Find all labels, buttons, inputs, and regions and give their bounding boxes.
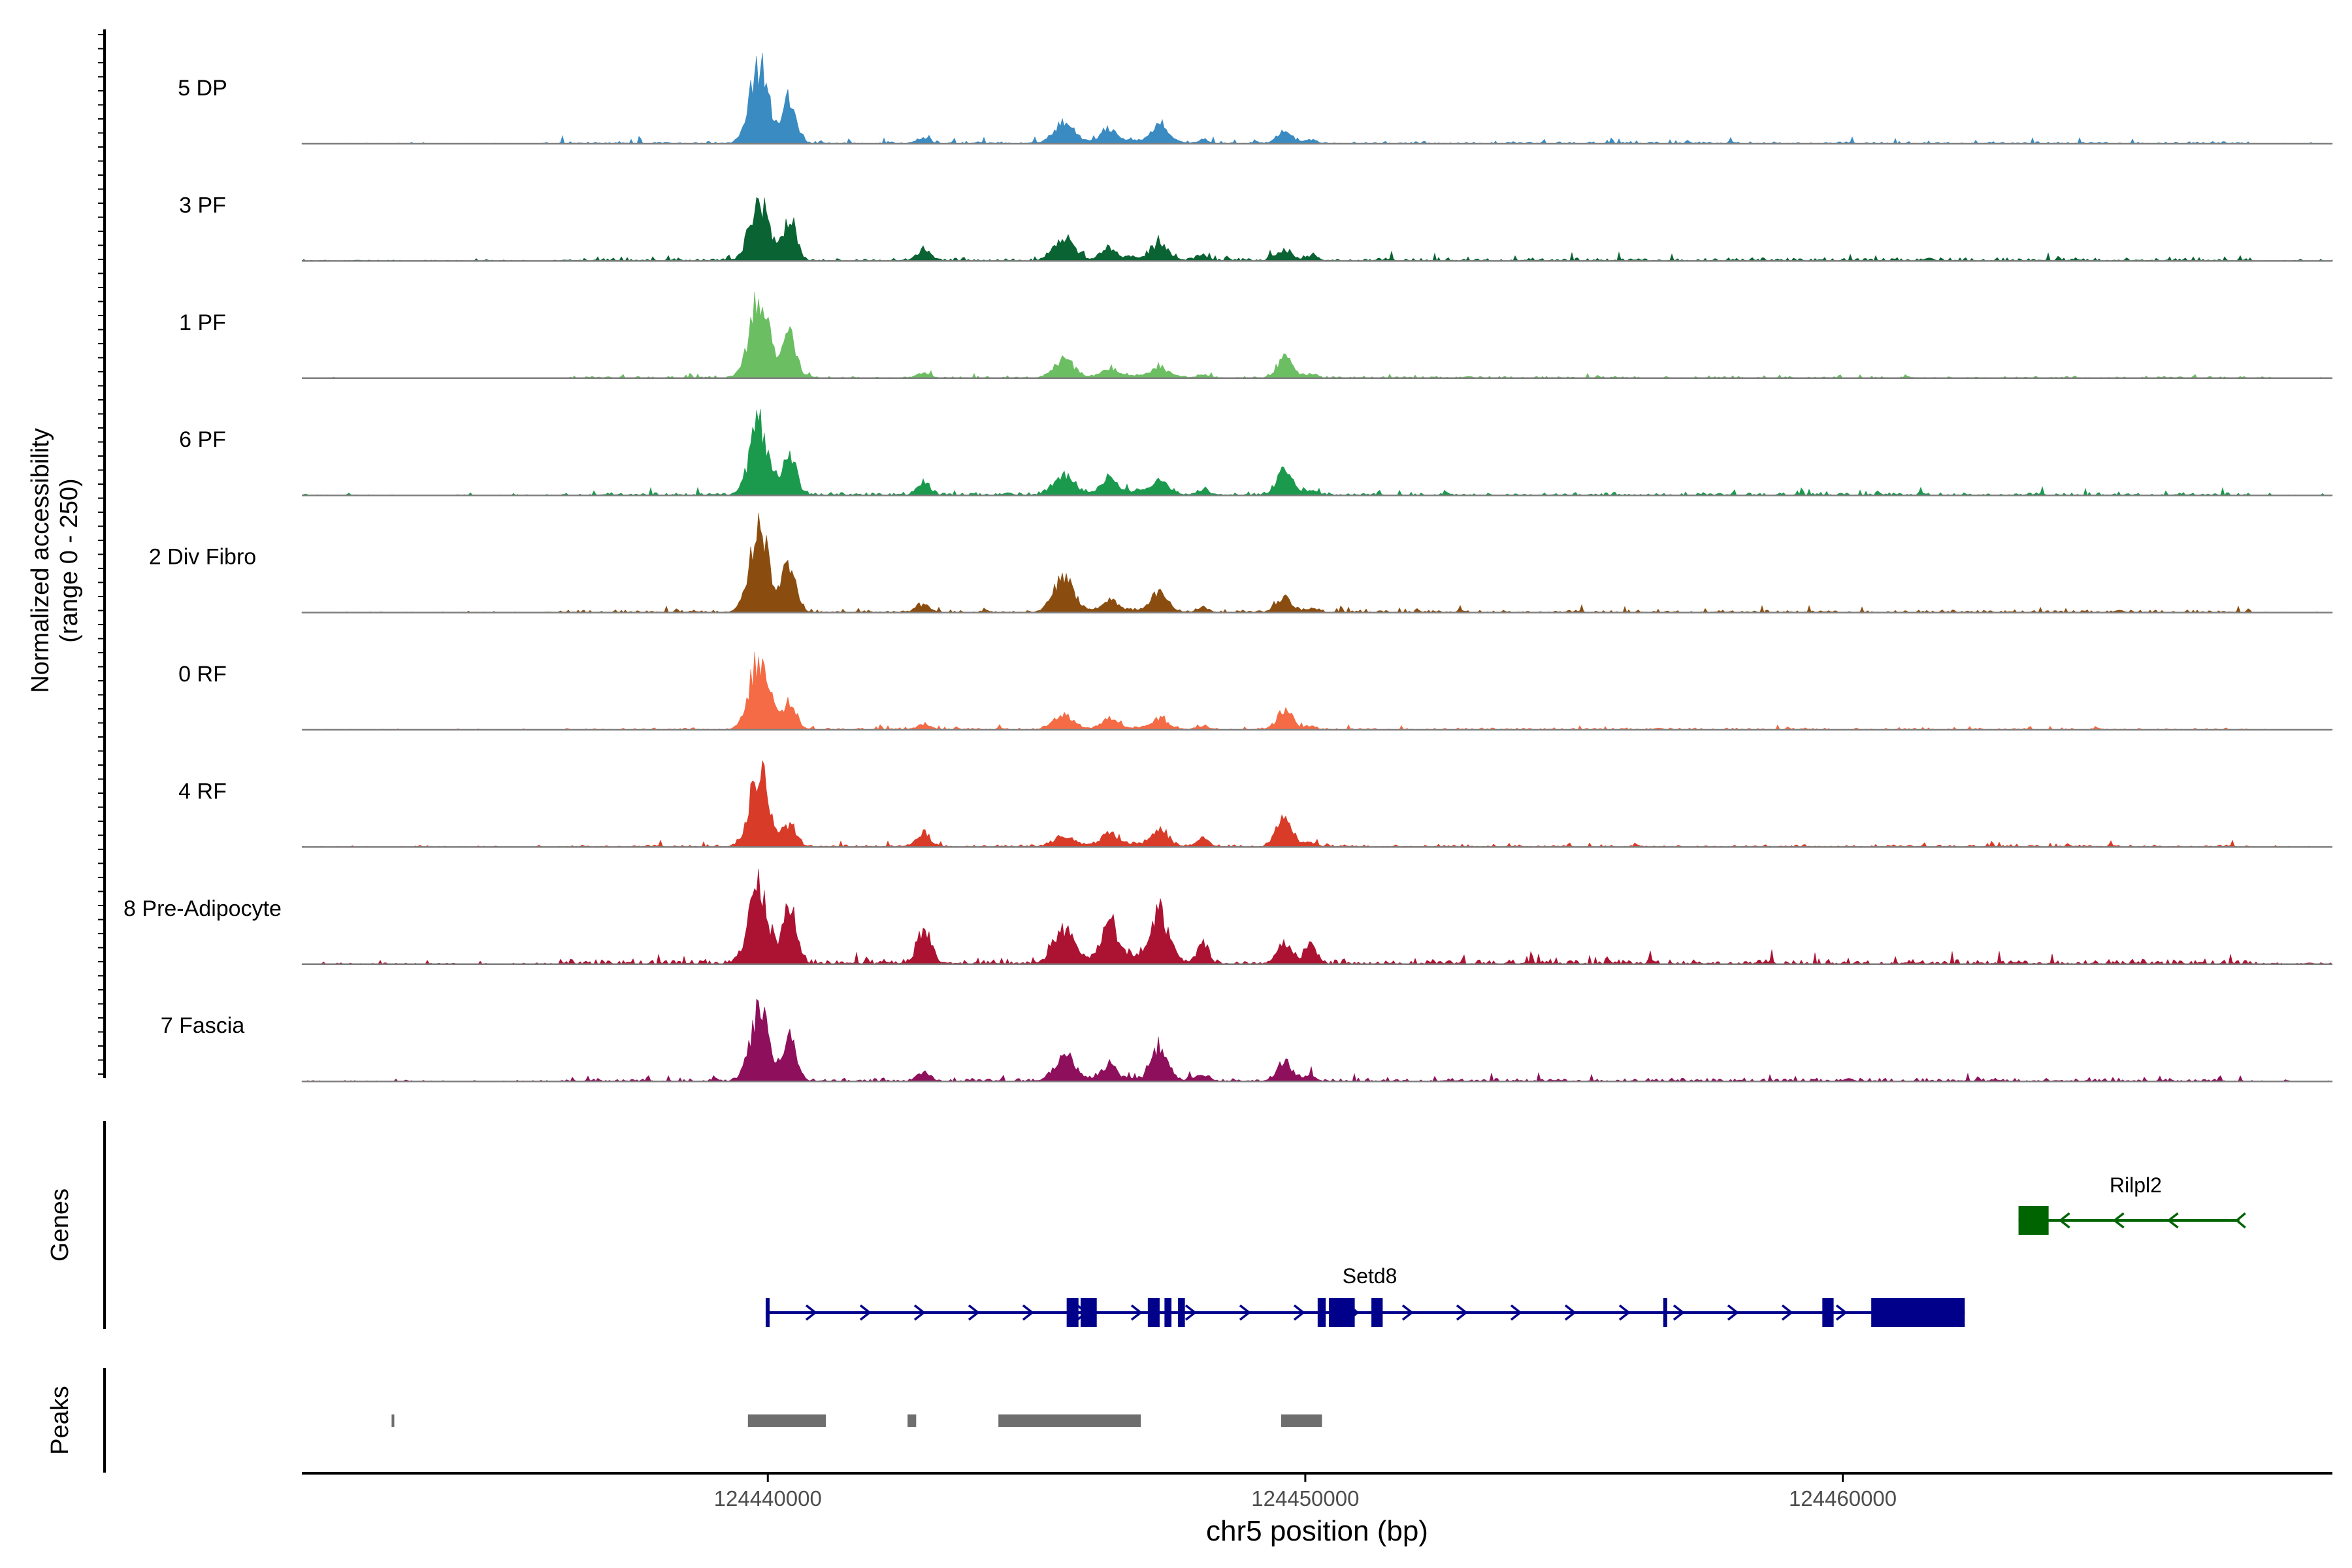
exon [2018, 1206, 2049, 1235]
gene-name-label: Setd8 [1343, 1264, 1397, 1288]
strand-arrow [1456, 1304, 1468, 1321]
exon [1663, 1298, 1667, 1327]
x-tick-label: 124440000 [714, 1486, 822, 1511]
exon [1081, 1298, 1097, 1327]
x-tick-label: 124460000 [1789, 1486, 1897, 1511]
gene-setd8: Setd8 [765, 1264, 1965, 1327]
y-axis-label: Normalized accessibility [27, 428, 54, 693]
strand-arrow [968, 1304, 980, 1321]
strand-arrow [1618, 1304, 1631, 1321]
strand-arrow [1401, 1304, 1414, 1321]
gene-rilpl2: Rilpl2 [2018, 1173, 2246, 1235]
track-8-pre-adipocyte: 8 Pre-Adipocyte [123, 868, 2333, 966]
strand-arrow [1835, 1304, 1848, 1321]
strand-arrow [1564, 1304, 1576, 1321]
coverage-area [301, 291, 2333, 379]
exon [1317, 1298, 1326, 1327]
coverage-area [301, 197, 2333, 262]
track-label: 7 Fascia [161, 1013, 245, 1038]
track-1-pf: 1 PF [179, 291, 2333, 380]
strand-arrow [2166, 1212, 2179, 1229]
y-axis [98, 29, 106, 1078]
coverage-tracks: 5 DP 3 PF 1 PF 6 PF 2 Div Fibro 0 RF 4 RF 8 Pre… [123, 52, 2333, 1083]
coverage-area [301, 868, 2333, 965]
track-label: 5 DP [178, 76, 227, 101]
strand-arrow [913, 1304, 926, 1321]
exon [765, 1298, 770, 1327]
strand-arrow [1510, 1304, 1522, 1321]
genes-track: Setd8 Rilpl2 [765, 1173, 2246, 1327]
peak-region [1281, 1414, 1322, 1427]
peak-region [747, 1414, 826, 1427]
strand-arrow [1130, 1304, 1143, 1321]
exon [1371, 1298, 1383, 1327]
track-label: 1 PF [179, 310, 226, 335]
track-7-fascia: 7 Fascia [161, 998, 2333, 1083]
strand-arrow [1727, 1304, 1739, 1321]
track-0-rf: 0 RF [178, 651, 2333, 731]
strand-arrow [1184, 1304, 1197, 1321]
track-label: 3 PF [179, 193, 226, 218]
track-6-pf: 6 PF [179, 409, 2333, 497]
gene-name-label: Rilpl2 [2110, 1173, 2162, 1197]
track-4-rf: 4 RF [178, 760, 2332, 848]
track-label: 4 RF [178, 779, 227, 804]
x-tick-label: 124450000 [1251, 1486, 1359, 1511]
strand-arrow [2058, 1212, 2070, 1229]
coverage-area [301, 513, 2333, 613]
peaks-label: Peaks [46, 1386, 74, 1455]
coverage-area [301, 651, 2333, 730]
track-label: 2 Div Fibro [149, 545, 256, 570]
coverage-area [301, 760, 2332, 847]
track-label: 8 Pre-Adipocyte [123, 896, 282, 921]
y-axis-label-range: (range 0 - 250) [56, 478, 83, 642]
strand-arrow [1239, 1304, 1251, 1321]
exon [1177, 1298, 1185, 1327]
strand-arrow [2112, 1212, 2125, 1229]
peak-region [391, 1414, 395, 1427]
strand-arrow [1673, 1304, 1685, 1321]
x-axis-label: chr5 position (bp) [1206, 1515, 1428, 1547]
x-axis: 124440000 124450000 124460000 [302, 1472, 2332, 1511]
strand-arrow [805, 1304, 817, 1321]
strand-arrow [859, 1304, 872, 1321]
track-2-div-fibro: 2 Div Fibro [149, 513, 2333, 613]
genes-label: Genes [46, 1188, 74, 1262]
track-label: 0 RF [178, 662, 227, 687]
exon [1066, 1298, 1079, 1327]
exon [1329, 1298, 1355, 1327]
peak-region [907, 1414, 917, 1427]
exon [1822, 1298, 1834, 1327]
strand-arrow [1022, 1304, 1034, 1321]
track-3-pf: 3 PF [179, 193, 2333, 262]
coverage-area [301, 52, 2333, 144]
peak-region [998, 1414, 1141, 1427]
track-label: 6 PF [179, 427, 226, 452]
peaks-track [391, 1414, 1322, 1427]
coverage-area [301, 409, 2333, 496]
exon [1164, 1298, 1172, 1327]
exon [1871, 1298, 1965, 1327]
track-5-dp: 5 DP [178, 52, 2333, 145]
strand-arrow [2234, 1212, 2246, 1229]
strand-arrow [1781, 1304, 1793, 1321]
exon [1147, 1298, 1160, 1327]
coverage-area [301, 998, 2333, 1082]
strand-arrow [1293, 1304, 1305, 1321]
